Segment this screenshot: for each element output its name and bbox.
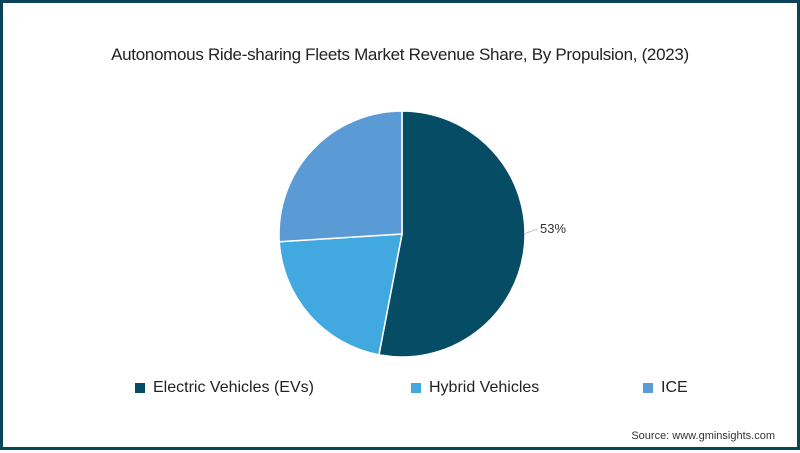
legend-label-ice: ICE [661, 379, 688, 396]
pie-slice-ev [378, 110, 526, 358]
legend-swatch-hybrid [411, 383, 421, 393]
legend-item-ice: ICE [643, 379, 688, 397]
legend-label-hybrid: Hybrid Vehicles [429, 379, 540, 396]
pie-chart [278, 110, 539, 358]
legend-swatch-ev [135, 383, 145, 393]
legend-item-hybrid: Hybrid Vehicles [411, 379, 539, 397]
legend-label-ev: Electric Vehicles (EVs) [153, 379, 314, 396]
chart-title: Autonomous Ride-sharing Fleets Market Re… [111, 45, 689, 64]
legend: Electric Vehicles (EVs) Hybrid Vehicles … [3, 379, 800, 399]
legend-swatch-ice [643, 383, 653, 393]
source-text: Source: www.gminsights.com [631, 430, 775, 442]
label-leader-line [523, 228, 539, 235]
data-label-ev: 53% [540, 221, 567, 236]
legend-item-ev: Electric Vehicles (EVs) [135, 379, 314, 397]
pie-slice-hybrid [278, 233, 403, 356]
pie-slice-ice [278, 110, 403, 243]
